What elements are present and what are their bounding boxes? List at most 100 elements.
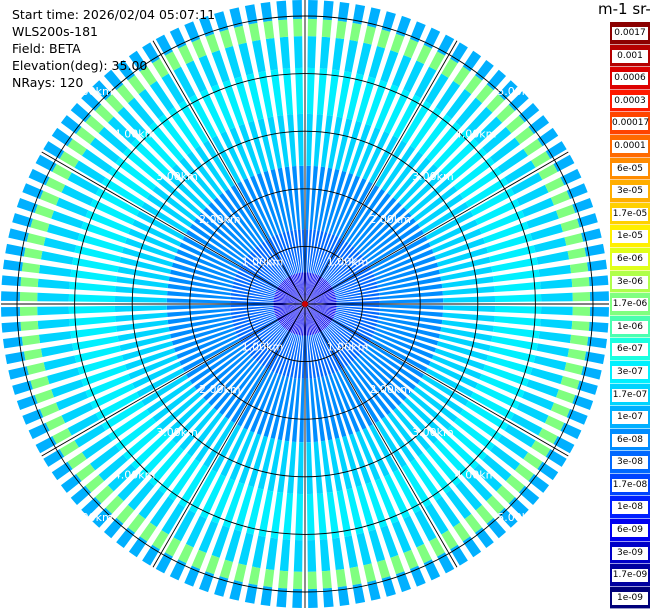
ppi-cell [325,375,347,438]
ppi-cell [336,289,379,299]
ppi-cell [115,286,168,296]
ppi-cell [336,309,379,319]
ppi-cell [68,294,116,303]
ppi-cell [408,392,452,430]
ppi-cell [316,234,335,275]
ppi-cell [105,94,124,113]
ppi-cell [333,270,374,291]
ppi-cell [12,380,33,395]
ppi-cell [455,481,483,511]
azimuth-spoke [41,151,306,305]
ppi-cell [278,570,289,589]
ppi-cell [335,310,379,323]
ppi-cell [301,335,305,379]
ppi-cell [333,317,374,338]
ppi-cell [544,415,565,431]
colorbar-label: 1e-09 [612,591,648,605]
ppi-cell [252,39,266,73]
ppi-cell [504,424,536,448]
range-ring-label: 2.00km [199,383,241,396]
ppi-cell [435,80,461,112]
ppi-cell [417,193,464,228]
ppi-cell [486,233,533,253]
ppi-cell [440,432,479,470]
ppi-cell [421,202,469,234]
ppi-cell [381,576,396,597]
ppi-cell [305,281,329,304]
range-ring-label: 2.00km [369,213,411,226]
range-ring-label: 4.00km [114,469,156,482]
ppi-cell [77,233,124,253]
ppi-cell [305,283,330,304]
ppi-cell [297,229,304,273]
ppi-cell [131,432,170,470]
ppi-cell [326,248,358,282]
ppi-cell [115,157,157,191]
ppi-cell [428,361,478,389]
ppi-cell [77,355,124,375]
ppi-cell [161,73,185,105]
ppi-cell [295,67,304,115]
ppi-cell [68,305,116,314]
ppi-cell [261,329,288,367]
ppi-cell [305,304,334,319]
ppi-cell [491,335,538,351]
ppi-cell [366,223,421,263]
ppi-cell [358,207,407,254]
ppi-cell [403,38,419,59]
ppi-cell [413,185,458,222]
ppi-cell [307,18,317,37]
colorbar-cell: 0.0006 [610,67,650,90]
ppi-cell [240,320,279,345]
ppi-cell [273,299,305,304]
ppi-cell [531,151,551,168]
ppi-cell [40,251,74,265]
ppi-cell [352,197,397,248]
ppi-cell [308,335,316,379]
ppi-cell [237,181,271,239]
ppi-cell [229,430,255,481]
ppi-cell [131,138,170,176]
ppi-cell [282,68,294,115]
ppi-cell [211,50,230,83]
ppi-cell [335,118,353,171]
ppi-cell [281,281,305,304]
ppi-cell [536,251,570,265]
ppi-cell [214,11,229,32]
ppi-cell [158,178,202,216]
ppi-cell [494,294,542,303]
colorbar-cell: 1e-08 [610,496,650,520]
ppi-cell [128,228,179,254]
ppi-cell [300,304,305,336]
ppi-cell [321,19,332,38]
ppi-cell [367,7,381,28]
ppi-cell [401,100,432,144]
ppi-cell [230,307,274,315]
ppi-cell [349,362,391,415]
ppi-cell [264,239,289,278]
ppi-cell [326,492,340,539]
ppi-cell [108,409,151,441]
ppi-cell [273,304,305,307]
ppi-cell [493,325,540,339]
ppi-cell [284,166,297,230]
ppi-cell [379,308,443,318]
ppi-cell [514,463,534,482]
ppi-cell [418,114,452,156]
ppi-cell [194,416,229,463]
ppi-cell [316,333,335,374]
ppi-cell [398,164,438,206]
ppi-cell [165,537,181,557]
colorbar-cell: 1e-09 [610,586,650,610]
ppi-cell [23,348,43,361]
ppi-cell [428,219,478,247]
ppi-cell [231,289,274,299]
ppi-cell [189,223,244,263]
ppi-cell [61,184,94,206]
ppi-cell [319,36,331,69]
ppi-cell [286,304,305,331]
ppi-cell [52,428,72,444]
ppi-cell [37,318,70,330]
ppi-cell [336,71,352,118]
ppi-cell [127,481,155,511]
